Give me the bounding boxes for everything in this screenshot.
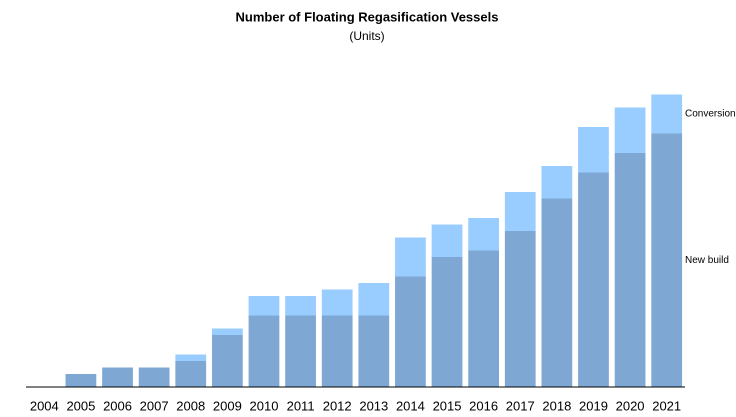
x-tick-label: 2010 xyxy=(250,398,279,413)
bar-segment xyxy=(358,283,390,316)
series-label: Conversion xyxy=(685,109,736,120)
series-label: New build xyxy=(685,255,729,266)
bar-segment xyxy=(248,315,280,387)
x-tick-label: 2011 xyxy=(287,398,315,413)
x-tick-label: 2014 xyxy=(396,398,425,413)
bar-segment xyxy=(102,367,133,387)
x-tick-label: 2012 xyxy=(323,398,352,413)
bar-segment xyxy=(468,250,500,387)
bar-segment xyxy=(578,172,609,387)
bar-segment xyxy=(541,166,573,199)
bar-segment xyxy=(138,367,170,387)
chart-title: Number of Floating Regasification Vessel… xyxy=(236,9,499,24)
bar-segment xyxy=(468,218,500,251)
bar-segment xyxy=(614,153,646,387)
bar-segment xyxy=(211,335,243,387)
bar-segment xyxy=(504,231,536,387)
bar-segment xyxy=(211,328,243,335)
bar-segment xyxy=(578,127,609,173)
bar-segment xyxy=(175,354,207,361)
bar-segment xyxy=(614,107,646,153)
bar-segment xyxy=(431,224,463,257)
bar-segment xyxy=(175,361,207,387)
bar-segment xyxy=(285,315,316,387)
x-tick-label: 2004 xyxy=(30,398,59,413)
x-tick-label: 2008 xyxy=(176,398,205,413)
x-tick-label: 2013 xyxy=(359,398,388,413)
chart-subtitle: (Units) xyxy=(349,29,384,43)
bar-segment xyxy=(504,192,536,231)
bar-segment xyxy=(65,374,97,387)
x-tick-label: 2021 xyxy=(652,398,681,413)
x-tick-label: 2020 xyxy=(616,398,645,413)
bar-segment xyxy=(321,289,353,316)
x-tick-label: 2006 xyxy=(103,398,132,413)
bar-segment xyxy=(651,133,683,387)
x-tick-label: 2017 xyxy=(506,398,535,413)
bar-segment xyxy=(395,237,426,277)
x-tick-label: 2007 xyxy=(140,398,169,413)
bar-segment xyxy=(285,296,316,316)
bar-segment xyxy=(395,276,426,387)
bar-segment xyxy=(248,296,280,316)
x-tick-label: 2005 xyxy=(66,398,95,413)
x-tick-label: 2019 xyxy=(579,398,608,413)
x-tick-label: 2015 xyxy=(433,398,462,413)
bar-segment xyxy=(651,94,683,134)
x-tick-label: 2018 xyxy=(542,398,571,413)
bar-segment xyxy=(358,315,390,387)
x-tick-label: 2009 xyxy=(213,398,242,413)
bar-segment xyxy=(541,198,573,387)
bar-segment xyxy=(321,315,353,387)
x-tick-label: 2016 xyxy=(469,398,498,413)
bar-segment xyxy=(431,257,463,387)
